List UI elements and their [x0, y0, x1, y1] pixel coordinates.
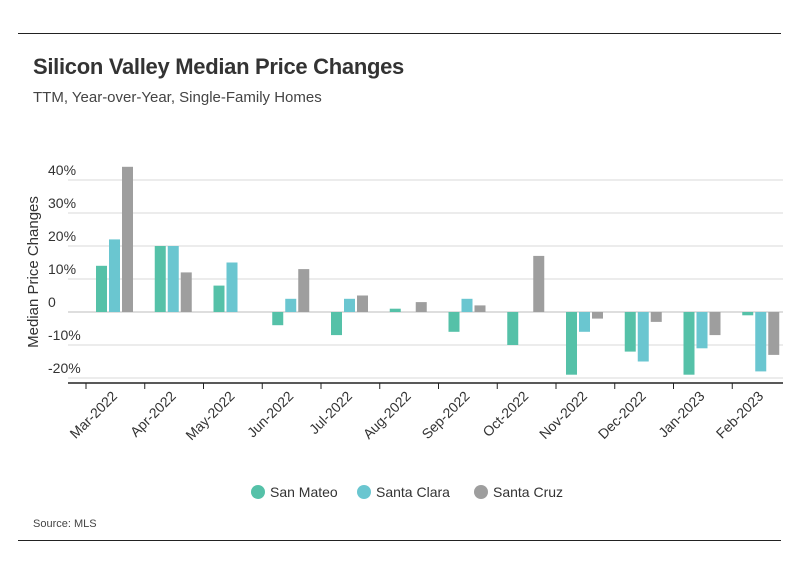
legend-swatch: [357, 485, 371, 499]
legend-label: Santa Clara: [376, 484, 450, 500]
y-tick-label: 20%: [48, 228, 76, 244]
bar-santa-cruz-nov-2022: [592, 312, 603, 319]
bar-santa-cruz-jul-2022: [357, 295, 368, 312]
y-tick-label: 10%: [48, 261, 76, 277]
bar-santa-clara-sep-2022: [461, 298, 473, 312]
bar-san-mateo-nov-2022: [566, 312, 577, 375]
bar-santa-cruz-aug-2022: [415, 302, 427, 312]
x-tick-label: Oct-2022: [479, 388, 531, 440]
bar-santa-cruz-sep-2022: [474, 305, 486, 312]
legend-label: Santa Cruz: [493, 484, 563, 500]
bar-santa-cruz-apr-2022: [180, 272, 192, 312]
gridlines: [68, 179, 783, 379]
bar-san-mateo-feb-2023: [742, 312, 754, 316]
bar-santa-clara-jun-2022: [285, 298, 297, 312]
bar-santa-clara-feb-2023: [755, 312, 767, 372]
bars: [96, 166, 780, 375]
chart-subtitle: TTM, Year-over-Year, Single-Family Homes: [33, 89, 322, 106]
y-axis-title: Median Price Changes: [25, 196, 42, 348]
bar-santa-clara-jul-2022: [344, 298, 355, 312]
legend-label: San Mateo: [270, 484, 338, 500]
legend: San Mateo Santa Clara Santa Cruz: [251, 484, 563, 500]
bar-santa-clara-nov-2022: [579, 312, 590, 332]
bar-santa-clara-jan-2023: [696, 312, 708, 349]
x-tick-label: Jan-2023: [655, 388, 708, 441]
bar-san-mateo-may-2022: [213, 285, 225, 312]
y-tick-label: 0: [48, 294, 56, 310]
x-tick-label: Sep-2022: [418, 388, 472, 442]
x-tick-label: May-2022: [182, 388, 237, 443]
bar-santa-clara-apr-2022: [167, 246, 179, 312]
x-tick-label: Jul-2022: [306, 388, 355, 437]
bar-santa-cruz-feb-2023: [768, 312, 780, 355]
legend-swatch: [474, 485, 488, 499]
y-tick-label: 30%: [48, 195, 76, 211]
top-rule: [18, 33, 781, 34]
bar-santa-cruz-jan-2023: [709, 312, 721, 336]
bottom-rule: [18, 540, 781, 541]
bar-santa-cruz-dec-2022: [650, 312, 662, 322]
bar-santa-clara-mar-2022: [109, 239, 120, 312]
x-tick-label: Mar-2022: [66, 388, 120, 442]
bar-san-mateo-jun-2022: [272, 312, 284, 326]
bar-san-mateo-jul-2022: [331, 312, 342, 336]
legend-swatch: [251, 485, 265, 499]
x-tick-label: Apr-2022: [127, 388, 179, 440]
x-tick-label: Aug-2022: [360, 388, 414, 442]
y-tick-label: -20%: [48, 360, 81, 376]
x-tick-label: Feb-2023: [713, 388, 767, 442]
bar-santa-cruz-mar-2022: [122, 166, 133, 312]
x-tick-label: Dec-2022: [595, 388, 649, 442]
bar-san-mateo-oct-2022: [507, 312, 519, 345]
y-tick-label: 40%: [48, 162, 76, 178]
bar-santa-cruz-oct-2022: [533, 255, 545, 312]
bar-san-mateo-mar-2022: [96, 265, 107, 312]
bar-santa-clara-dec-2022: [637, 312, 649, 362]
chart-title: Silicon Valley Median Price Changes: [33, 54, 404, 79]
bar-san-mateo-dec-2022: [624, 312, 636, 352]
bar-san-mateo-aug-2022: [389, 308, 401, 312]
bar-santa-cruz-jun-2022: [298, 269, 310, 312]
bar-san-mateo-apr-2022: [154, 246, 166, 312]
x-tick-label: Jun-2022: [244, 388, 297, 441]
x-tick-label: Nov-2022: [536, 388, 590, 442]
bar-santa-clara-may-2022: [226, 262, 238, 312]
source-note: Source: MLS: [33, 518, 97, 530]
bar-san-mateo-sep-2022: [448, 312, 460, 332]
y-tick-label: -10%: [48, 327, 81, 343]
bar-san-mateo-jan-2023: [683, 312, 695, 375]
